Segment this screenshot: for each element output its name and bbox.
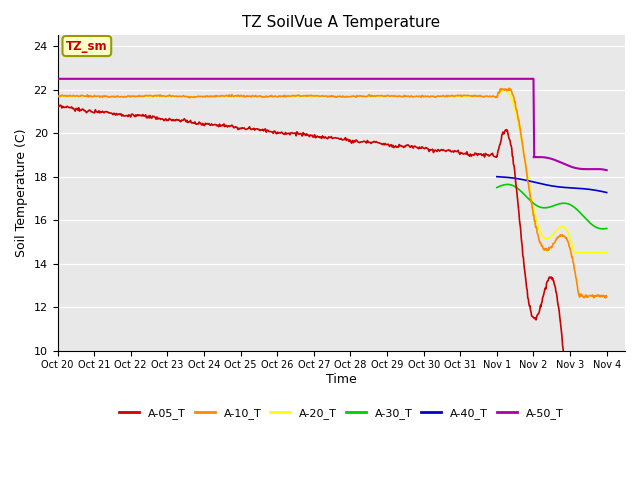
A-10_T — [505, 85, 513, 91]
Line: A-10_T: A-10_T — [58, 88, 607, 298]
A-20_T — [227, 93, 235, 99]
A-10_T — [458, 94, 465, 99]
A-50_T — [445, 76, 453, 82]
A-50_T — [603, 168, 611, 173]
A-40_T — [493, 174, 500, 180]
A-30_T — [599, 226, 607, 232]
A-40_T — [584, 186, 591, 192]
A-10_T — [54, 94, 61, 100]
A-30_T — [551, 203, 559, 208]
A-50_T — [54, 76, 61, 82]
A-05_T — [249, 126, 257, 132]
A-50_T — [348, 76, 356, 82]
Text: TZ_sm: TZ_sm — [66, 39, 108, 52]
A-30_T — [603, 226, 611, 231]
A-20_T — [565, 232, 573, 238]
A-40_T — [603, 190, 611, 195]
A-20_T — [500, 87, 508, 93]
Y-axis label: Soil Temperature (C): Soil Temperature (C) — [15, 129, 28, 257]
A-30_T — [584, 218, 592, 224]
Legend: A-05_T, A-10_T, A-20_T, A-30_T, A-40_T, A-50_T: A-05_T, A-10_T, A-20_T, A-30_T, A-40_T, … — [115, 404, 568, 423]
A-10_T — [565, 243, 573, 249]
A-30_T — [493, 185, 500, 191]
A-40_T — [550, 183, 558, 189]
Line: A-05_T: A-05_T — [58, 105, 607, 480]
A-05_T — [54, 103, 61, 108]
A-05_T — [205, 121, 213, 127]
A-20_T — [54, 93, 61, 99]
A-50_T — [381, 76, 388, 82]
A-50_T — [560, 161, 568, 167]
Line: A-30_T: A-30_T — [497, 184, 607, 229]
A-10_T — [518, 136, 525, 142]
Title: TZ SoilVue A Temperature: TZ SoilVue A Temperature — [242, 15, 440, 30]
A-30_T — [530, 201, 538, 206]
A-40_T — [529, 179, 537, 185]
A-30_T — [570, 204, 577, 210]
A-05_T — [518, 240, 525, 245]
A-05_T — [228, 122, 236, 128]
A-20_T — [603, 250, 611, 256]
A-10_T — [248, 93, 256, 99]
Line: A-50_T: A-50_T — [58, 79, 607, 170]
A-05_T — [565, 414, 573, 420]
A-05_T — [459, 151, 467, 156]
A-20_T — [518, 139, 525, 144]
A-20_T — [248, 93, 256, 99]
A-20_T — [204, 93, 212, 99]
A-40_T — [536, 180, 544, 186]
A-40_T — [555, 184, 563, 190]
A-10_T — [603, 294, 611, 300]
A-30_T — [503, 181, 511, 187]
X-axis label: Time: Time — [326, 373, 356, 386]
A-10_T — [602, 295, 609, 301]
A-05_T — [56, 102, 64, 108]
A-10_T — [204, 94, 212, 99]
A-30_T — [556, 201, 563, 207]
A-50_T — [235, 76, 243, 82]
Line: A-40_T: A-40_T — [497, 177, 607, 192]
A-20_T — [571, 250, 579, 256]
A-10_T — [227, 94, 235, 99]
Line: A-20_T: A-20_T — [58, 90, 607, 253]
A-30_T — [537, 204, 545, 210]
A-40_T — [569, 185, 577, 191]
A-50_T — [506, 76, 513, 82]
A-20_T — [458, 93, 465, 99]
